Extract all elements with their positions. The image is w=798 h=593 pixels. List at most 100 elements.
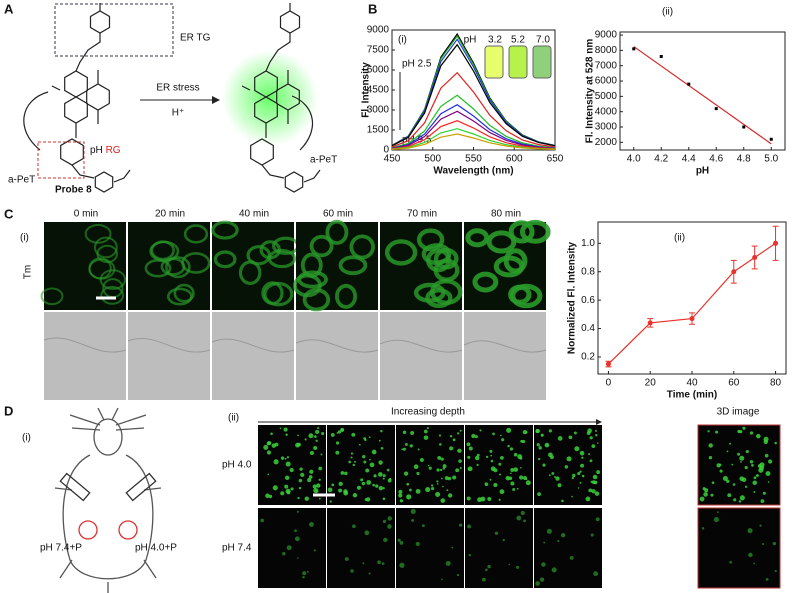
signal (738, 500, 742, 503)
cell (309, 234, 334, 258)
signal (732, 483, 736, 486)
signal (423, 429, 428, 434)
panel-letter: D (4, 403, 13, 418)
signal (579, 481, 582, 484)
signal (382, 474, 386, 478)
label: pH 4.0+P (135, 543, 177, 554)
ring (279, 10, 301, 34)
ph-rg-box (37, 141, 85, 179)
brightfield-image (296, 312, 378, 400)
panel-letter: C (4, 206, 14, 221)
signal (520, 510, 525, 516)
signal (492, 432, 495, 436)
signal (749, 460, 754, 464)
signal (320, 453, 323, 456)
signal (382, 487, 385, 490)
signal (352, 492, 358, 498)
signal (729, 442, 732, 445)
cell (211, 220, 239, 240)
signal (351, 432, 356, 437)
signal (574, 446, 580, 452)
signal (719, 463, 722, 466)
signal (500, 456, 504, 460)
signal (739, 495, 745, 501)
signal (381, 562, 385, 565)
cell (238, 260, 262, 285)
signal (572, 473, 576, 478)
signal (436, 468, 440, 472)
signal (475, 455, 480, 461)
cell (519, 219, 551, 244)
signal (708, 443, 713, 448)
depth-image (534, 508, 602, 588)
signal (426, 427, 429, 430)
arrow-head (212, 96, 220, 104)
signal (517, 454, 523, 460)
x-axis-label: Wavelength (nm) (433, 166, 513, 177)
signal (317, 427, 320, 430)
signal (402, 447, 406, 451)
cell (325, 219, 349, 245)
signal (767, 481, 770, 483)
x-tick-label: 40 (686, 378, 698, 389)
glow (222, 50, 318, 146)
annotation: (ii) (662, 7, 673, 18)
signal (507, 444, 510, 448)
ring (60, 138, 84, 166)
signal (364, 530, 370, 536)
signal (513, 452, 518, 457)
signal (703, 492, 708, 497)
signal (350, 456, 353, 459)
signal (539, 577, 545, 582)
signal (548, 474, 551, 477)
signal (309, 522, 314, 527)
y-axis-label: Normalized Fl. Intensity (567, 241, 578, 354)
signal (596, 470, 601, 475)
signal (284, 484, 289, 489)
signal (421, 524, 425, 528)
panel-letter: A (4, 1, 14, 16)
signal (364, 438, 367, 442)
signal (440, 457, 444, 461)
signal (468, 468, 470, 471)
signal (452, 475, 457, 480)
signal (508, 563, 511, 566)
brightfield-image (380, 312, 462, 400)
signal (538, 446, 542, 450)
signal (428, 466, 432, 470)
series-line (391, 43, 556, 147)
signal (285, 475, 290, 481)
signal (439, 443, 442, 446)
signal (458, 523, 463, 527)
cell (183, 224, 209, 244)
time-label: 60 min (323, 209, 353, 220)
signal (285, 461, 291, 467)
vial (532, 45, 552, 79)
signal (525, 431, 528, 434)
signal (591, 480, 596, 485)
signal (431, 484, 434, 487)
signal (485, 455, 489, 459)
signal (557, 436, 563, 441)
signal (358, 443, 361, 446)
signal (410, 431, 415, 435)
signal (594, 429, 598, 432)
signal (350, 452, 354, 455)
signal (569, 556, 574, 560)
signal (280, 491, 285, 496)
signal (541, 562, 546, 567)
signal (284, 457, 287, 460)
signal (535, 581, 540, 586)
annotation: pH (464, 35, 477, 46)
signal (382, 519, 387, 524)
signal (436, 480, 439, 483)
signal (579, 450, 585, 456)
y-tick-label: 1500 (367, 125, 390, 136)
signal (282, 551, 286, 556)
signal (368, 436, 371, 439)
y-tick-label: 0.2 (581, 352, 595, 363)
time-label: 20 min (155, 209, 185, 220)
signal (350, 569, 354, 573)
row-label: pH 7.4 (222, 543, 252, 554)
signal (586, 431, 591, 436)
